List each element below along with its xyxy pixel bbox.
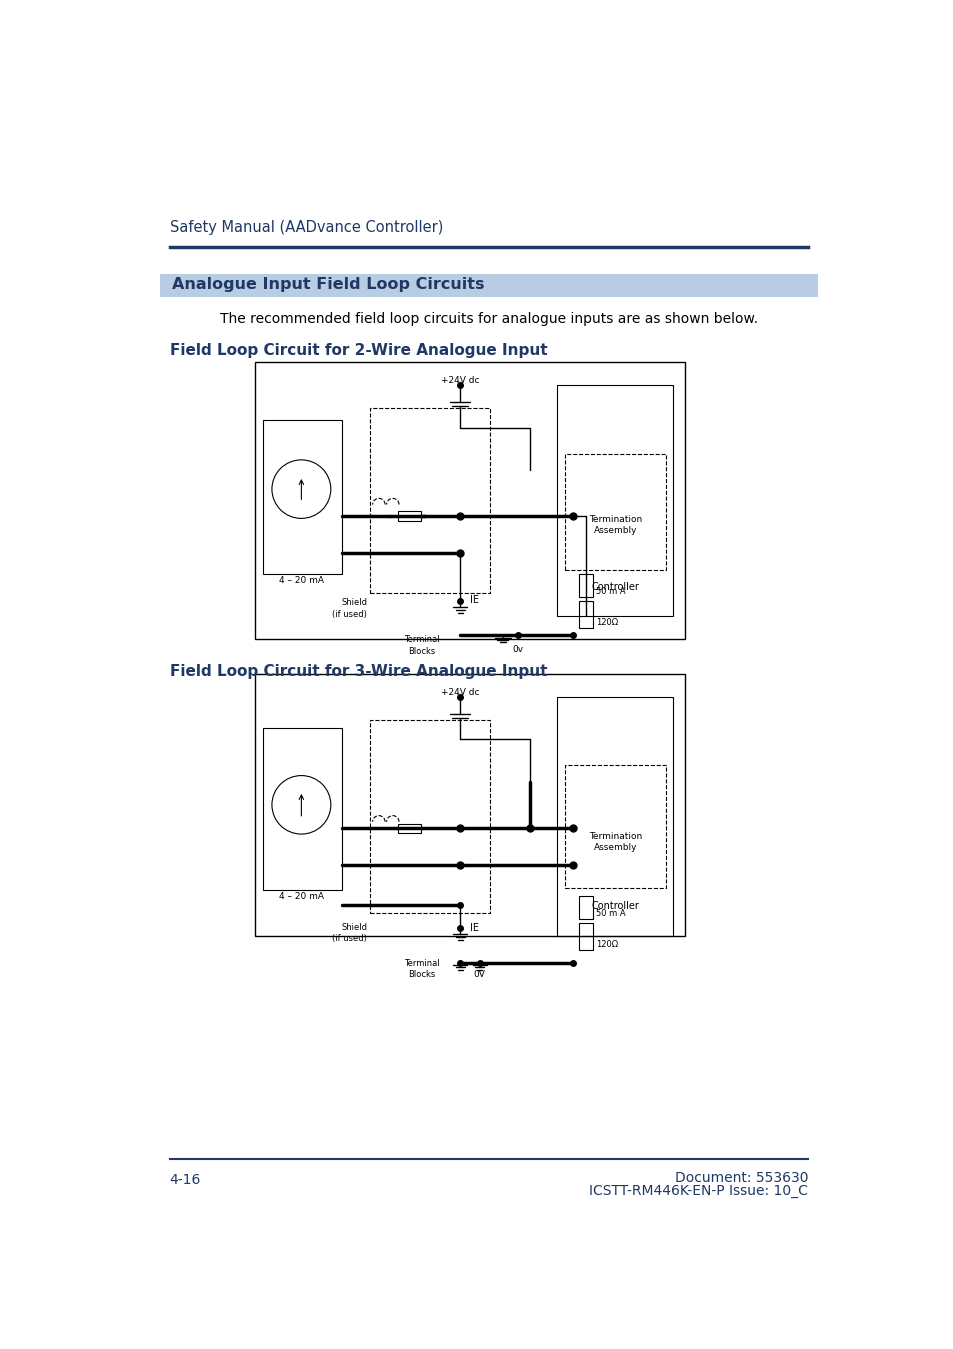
Text: 50 m A: 50 m A [596,909,625,917]
Bar [254,362,684,639]
Text: +24V dc: +24V dc [440,376,479,384]
Bar [262,728,342,889]
Text: ICSTT-RM446K-EN-P Issue: 10_C: ICSTT-RM446K-EN-P Issue: 10_C [589,1184,807,1198]
Text: Analogue Input Field Loop Circuits: Analogue Input Field Loop Circuits [172,277,484,291]
Text: Terminal
Blocks: Terminal Blocks [403,959,438,979]
Bar [578,923,592,950]
Text: Safety Manual (AADvance Controller): Safety Manual (AADvance Controller) [170,220,442,235]
Text: Controller: Controller [591,581,639,591]
Text: 4 – 20 mA: 4 – 20 mA [278,892,323,901]
Text: Terminal
Blocks: Terminal Blocks [403,635,438,656]
Bar [397,511,421,521]
Text: Termination
Assembly: Termination Assembly [588,832,641,851]
Text: 4 – 20 mA: 4 – 20 mA [278,576,323,585]
Text: Shield
(if used): Shield (if used) [332,599,367,619]
Bar [578,896,592,919]
Bar [254,674,684,936]
Bar [159,274,818,297]
Text: Field Loop Circuit for 2-Wire Analogue Input: Field Loop Circuit for 2-Wire Analogue I… [170,343,547,357]
Text: The recommended field loop circuits for analogue inputs are as shown below.: The recommended field loop circuits for … [220,312,757,326]
Text: 120Ω: 120Ω [596,940,618,948]
Text: Document: 553630: Document: 553630 [674,1171,807,1184]
Text: 4-16: 4-16 [170,1172,201,1187]
Text: IE: IE [470,923,478,932]
Bar [564,765,665,888]
Bar [578,600,592,627]
Text: +24V dc: +24V dc [440,688,479,697]
Bar [397,824,421,834]
Text: 50 m A: 50 m A [596,587,625,596]
Text: IE: IE [470,595,478,606]
Bar [262,420,342,573]
Text: Termination
Assembly: Termination Assembly [588,514,641,534]
Bar [557,697,673,936]
Text: Controller: Controller [591,901,639,911]
Bar [578,573,592,596]
Text: 0v: 0v [513,645,523,654]
Bar [564,455,665,571]
Text: Field Loop Circuit for 3-Wire Analogue Input: Field Loop Circuit for 3-Wire Analogue I… [170,664,547,679]
Bar [557,386,673,616]
Bar [369,409,489,594]
Text: Shield
(if used): Shield (if used) [332,923,367,943]
Text: 120Ω: 120Ω [596,618,618,627]
Bar [369,720,489,913]
Text: 0V: 0V [474,970,485,979]
